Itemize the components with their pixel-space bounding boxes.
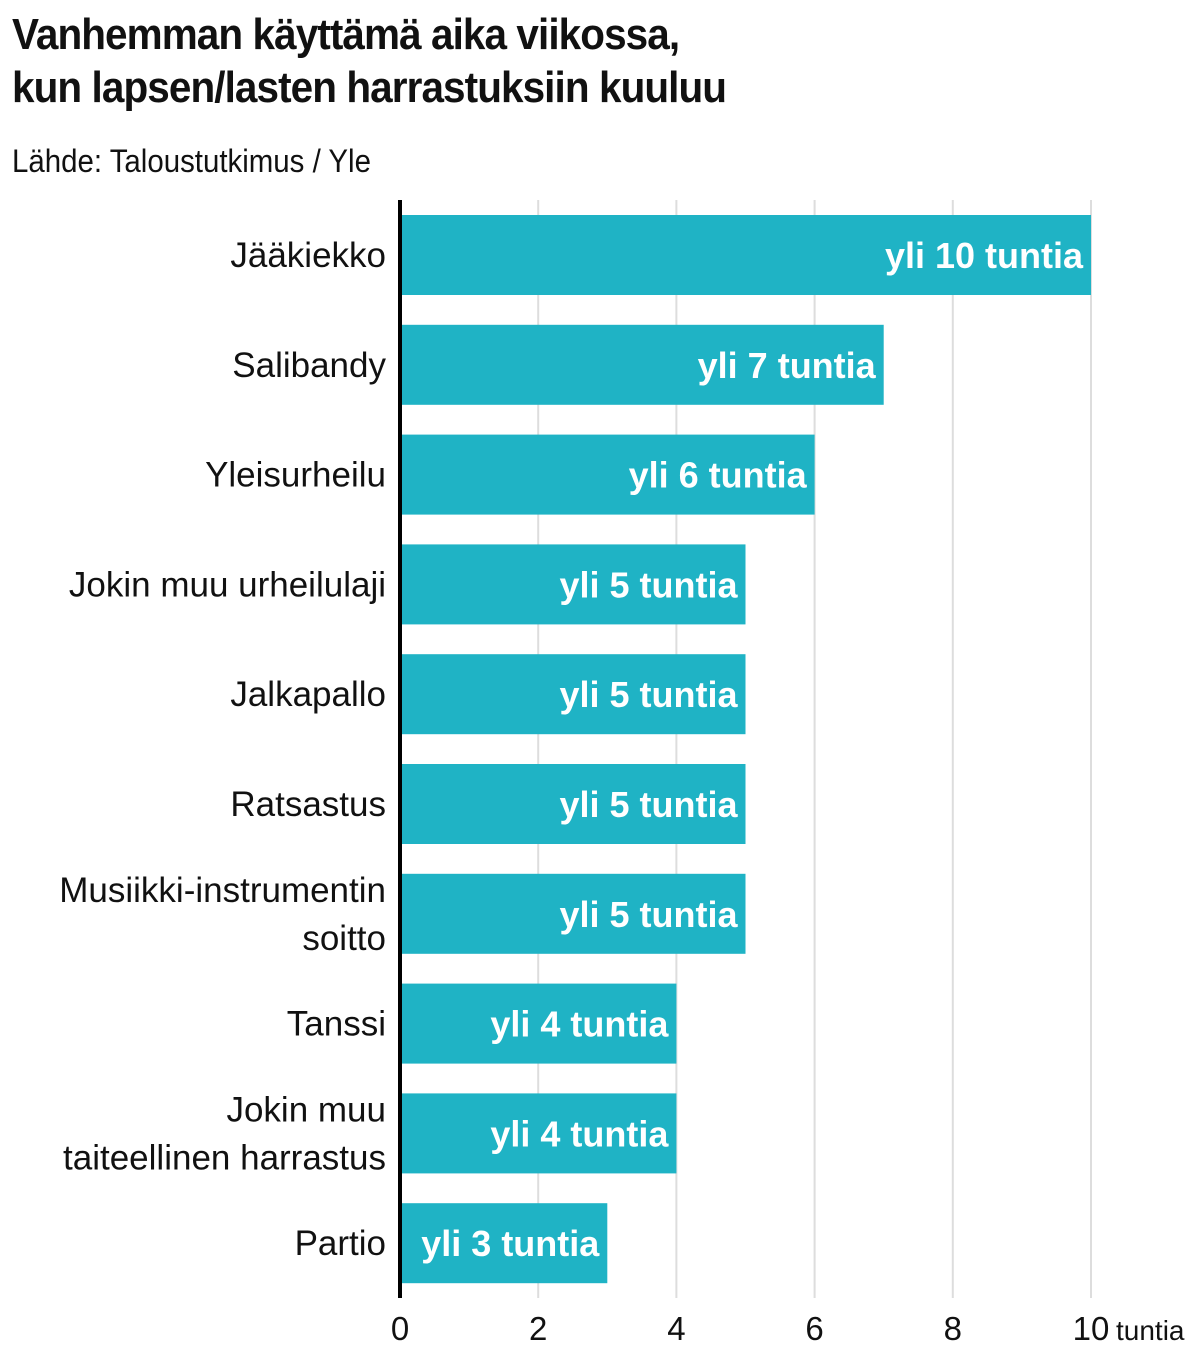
bar: [400, 544, 746, 625]
bar: [400, 1093, 677, 1174]
bar: [400, 983, 677, 1064]
chart-title: Vanhemman käyttämä aika viikossa, kun la…: [12, 8, 1088, 114]
x-axis-unit: tuntia: [1116, 1315, 1185, 1346]
bar-value-label: yli 10 tuntia: [885, 235, 1084, 276]
bar-value-label: yli 4 tuntia: [490, 1004, 669, 1045]
chart-title-line-1: Vanhemman käyttämä aika viikossa,: [12, 10, 680, 59]
category-label: Jokin muu urheilulaji: [69, 565, 386, 604]
bar: [400, 654, 746, 735]
category-label: Ratsastus: [230, 785, 386, 824]
category-label: soitto: [302, 919, 386, 958]
category-label: Salibandy: [232, 346, 386, 385]
bar-value-label: yli 7 tuntia: [698, 345, 877, 386]
x-tick-label: 8: [944, 1310, 962, 1347]
bar: [400, 1203, 608, 1284]
bar: [400, 215, 1091, 295]
category-label: Musiikki-instrumentin: [59, 871, 386, 910]
bar-value-label: yli 4 tuntia: [490, 1113, 669, 1154]
bar: [400, 434, 815, 515]
bar: [400, 324, 884, 405]
chart-title-line-2: kun lapsen/lasten harrastuksiin kuuluu: [12, 63, 727, 112]
bar-value-label: yli 5 tuntia: [559, 674, 738, 715]
x-tick-label: 0: [391, 1310, 409, 1347]
category-label: Yleisurheilu: [205, 456, 386, 495]
x-tick-label: 2: [529, 1310, 547, 1347]
bar-value-label: yli 5 tuntia: [559, 784, 738, 825]
bar-value-label: yli 3 tuntia: [421, 1223, 600, 1264]
category-label: taiteellinen harrastus: [63, 1138, 386, 1177]
category-label: Jokin muu: [226, 1090, 386, 1129]
x-tick-label: 6: [805, 1310, 823, 1347]
chart-subtitle: Lähde: Taloustutkimus / Yle: [12, 143, 371, 179]
bars: yli 10 tuntia yli 7 tuntia yli 6 tuntia yli…: [400, 215, 1091, 1284]
x-tick-label: 10: [1073, 1310, 1110, 1347]
category-label: Jääkiekko: [230, 236, 386, 275]
bar-value-label: yli 5 tuntia: [559, 564, 738, 605]
bar-value-label: yli 6 tuntia: [629, 455, 808, 496]
bar: [400, 873, 746, 954]
category-labels: Jääkiekko Salibandy Yleisurheilu Jokin muu …: [59, 236, 386, 1263]
bar: [400, 764, 746, 844]
x-axis-ticks: 0 2 4 6 8 10: [391, 1310, 1110, 1347]
category-label: Jalkapallo: [230, 675, 386, 714]
category-label: Partio: [295, 1224, 386, 1263]
x-tick-label: 4: [667, 1310, 685, 1347]
bar-value-label: yli 5 tuntia: [559, 894, 738, 935]
category-label: Tanssi: [287, 1005, 386, 1044]
